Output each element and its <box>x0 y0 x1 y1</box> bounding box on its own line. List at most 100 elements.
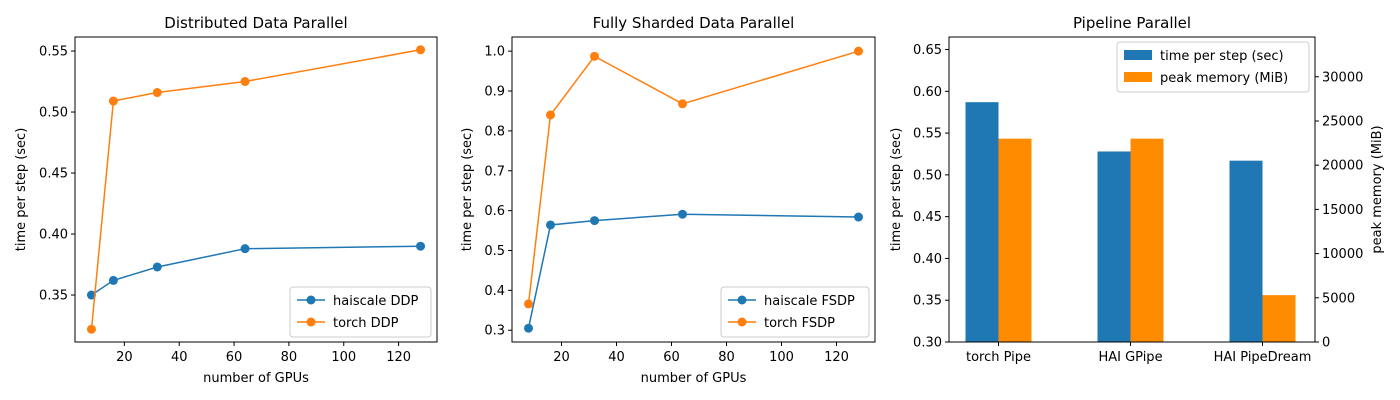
fsdp-legend: haiscale FSDP torch FSDP <box>720 286 870 338</box>
ddp-ytick-label-3: 0.50 <box>39 106 68 121</box>
pipeline-ytick-left-label-1: 0.35 <box>913 294 942 309</box>
fsdp-point-1-1 <box>546 110 555 120</box>
pipeline-ytick-left-label-2: 0.40 <box>913 252 942 267</box>
ddp-ytick-label-4: 0.55 <box>39 45 68 60</box>
fsdp-point-0-1 <box>546 220 555 230</box>
pipeline-ytick-right-label-2: 10000 <box>1322 247 1363 262</box>
fsdp-xlabel: number of GPUs <box>641 371 747 386</box>
fsdp-ylabel: time per step (sec) <box>460 128 475 252</box>
pipeline-ytick-right-label-4: 20000 <box>1322 159 1363 174</box>
ddp-xtick-label-1: 40 <box>171 350 188 365</box>
fsdp-series-line-1 <box>527 50 859 304</box>
pipeline-ylabel-left: time per step (sec) <box>889 128 904 252</box>
pipeline-ytick-right-label-1: 5000 <box>1322 291 1355 306</box>
fsdp-xticks: 20 40 60 80 100 120 <box>553 342 849 365</box>
ddp-point-1-2 <box>152 88 162 98</box>
fsdp-legend-box <box>720 286 870 338</box>
pipeline-yticks-left: 0.30 0.35 0.40 0.45 0.50 0.55 0.60 0.65 <box>913 43 949 351</box>
fsdp-ytick-label-3: 0.6 <box>484 204 505 219</box>
ddp-ytick-label-2: 0.45 <box>39 167 68 182</box>
pipeline-ytick-left-label-7: 0.65 <box>913 43 942 58</box>
fsdp-plot-frame <box>511 36 876 343</box>
fsdp-point-0-3 <box>678 209 687 219</box>
fsdp-point-0-4 <box>854 212 863 222</box>
pipeline-ytick-left-label-0: 0.30 <box>913 336 942 351</box>
pipeline-ytick-left-label-6: 0.60 <box>913 85 942 100</box>
fsdp-ytick-label-5: 0.8 <box>484 124 505 139</box>
ddp-point-0-1 <box>108 275 118 285</box>
pipeline-legend-label-1: peak memory (MiB) <box>1160 71 1288 86</box>
ddp-xtick-label-0: 20 <box>116 350 133 365</box>
ddp-ytick-label-1: 0.40 <box>39 228 68 243</box>
pipeline-bar-memory-1 <box>1130 138 1164 342</box>
fsdp-legend-marker-0 <box>737 295 747 305</box>
pipeline-bar-memory-0 <box>998 138 1032 342</box>
pipeline-legend: time per step (sec) peak memory (MiB) <box>1116 41 1310 93</box>
ddp-point-0-2 <box>152 262 162 272</box>
ddp-chart: Distributed Data Parallel 20 40 60 80 100 120… <box>14 14 438 386</box>
fsdp-ytick-label-2: 0.5 <box>484 244 505 259</box>
pipeline-chart: Pipeline Parallel torch Pipe HAI GPipe HAI… <box>889 14 1385 365</box>
fsdp-ytick-label-0: 0.3 <box>484 324 505 339</box>
pipeline-chart-title: Pipeline Parallel <box>1073 14 1191 32</box>
ddp-ytick-label-0: 0.35 <box>39 289 68 304</box>
fsdp-ytick-label-7: 1.0 <box>484 45 505 60</box>
fsdp-series <box>524 46 863 333</box>
ddp-point-1-1 <box>108 96 118 106</box>
pipeline-legend-box <box>1116 41 1310 93</box>
ddp-series <box>86 45 426 334</box>
ddp-ylabel: time per step (sec) <box>14 128 29 252</box>
fsdp-ytick-label-4: 0.7 <box>484 164 505 179</box>
fsdp-legend-marker-1 <box>737 317 747 327</box>
ddp-legend-label-0: haiscale DDP <box>333 294 418 309</box>
ddp-point-0-0 <box>86 290 96 300</box>
fsdp-xtick-label-0: 20 <box>553 350 570 365</box>
fsdp-xtick-label-5: 120 <box>824 350 849 365</box>
ddp-xtick-label-4: 100 <box>331 350 356 365</box>
ddp-legend-box <box>289 286 432 338</box>
pipeline-bar-time-0 <box>965 102 999 342</box>
ddp-point-0-3 <box>240 244 250 254</box>
ddp-xlabel: number of GPUs <box>203 371 309 386</box>
ddp-legend-label-1: torch DDP <box>333 316 399 331</box>
fsdp-chart: Fully Sharded Data Parallel 20 40 60 80 100 1… <box>460 14 876 386</box>
pipeline-ytick-left-label-5: 0.55 <box>913 127 942 142</box>
pipeline-xtick-label-0: torch Pipe <box>966 350 1031 365</box>
fsdp-legend-label-0: haiscale FSDP <box>764 294 855 309</box>
ddp-point-1-3 <box>240 77 250 87</box>
fsdp-point-0-2 <box>590 216 599 226</box>
pipeline-xtick-label-1: HAI GPipe <box>1098 350 1162 365</box>
pipeline-ytick-right-label-0: 0 <box>1322 336 1330 351</box>
pipeline-bar-time-2 <box>1229 160 1263 342</box>
pipeline-plot-frame <box>948 36 1316 343</box>
fsdp-point-1-4 <box>854 46 863 56</box>
fsdp-xtick-label-2: 60 <box>663 350 680 365</box>
pipeline-bar-memory-2 <box>1262 295 1296 342</box>
ddp-xtick-label-3: 80 <box>281 350 298 365</box>
pipeline-yticks-right: 0 5000 10000 15000 20000 25000 30000 <box>1315 70 1363 351</box>
fsdp-chart-title: Fully Sharded Data Parallel <box>593 14 795 32</box>
ddp-point-1-4 <box>416 45 426 55</box>
pipeline-xtick-label-2: HAI PipeDream <box>1214 350 1312 365</box>
ddp-xticks: 20 40 60 80 100 120 <box>116 342 411 365</box>
ddp-yticks: 0.35 0.40 0.45 0.50 0.55 <box>39 45 75 304</box>
pipeline-ytick-left-label-4: 0.50 <box>913 168 942 183</box>
ddp-legend-marker-1 <box>306 317 316 327</box>
fsdp-legend-label-1: torch FSDP <box>764 316 835 331</box>
fsdp-point-1-0 <box>524 299 533 309</box>
pipeline-ytick-left-label-3: 0.45 <box>913 210 942 225</box>
pipeline-ylabel-right: peak memory (MiB) <box>1370 125 1385 253</box>
pipeline-ytick-right-label-5: 25000 <box>1322 114 1363 129</box>
ddp-point-1-0 <box>86 324 96 334</box>
pipeline-ytick-right-label-3: 15000 <box>1322 203 1363 218</box>
fsdp-yticks: 0.3 0.4 0.5 0.6 0.7 0.8 0.9 1.0 <box>484 45 512 339</box>
fsdp-xtick-label-3: 80 <box>718 350 735 365</box>
ddp-xtick-label-5: 120 <box>386 350 411 365</box>
ddp-chart-title: Distributed Data Parallel <box>164 14 347 32</box>
ddp-plot-frame <box>74 36 438 343</box>
pipeline-legend-swatch-1 <box>1124 72 1152 82</box>
ddp-point-0-4 <box>416 241 426 251</box>
fsdp-ytick-label-6: 0.9 <box>484 85 505 100</box>
pipeline-legend-label-0: time per step (sec) <box>1160 49 1284 64</box>
